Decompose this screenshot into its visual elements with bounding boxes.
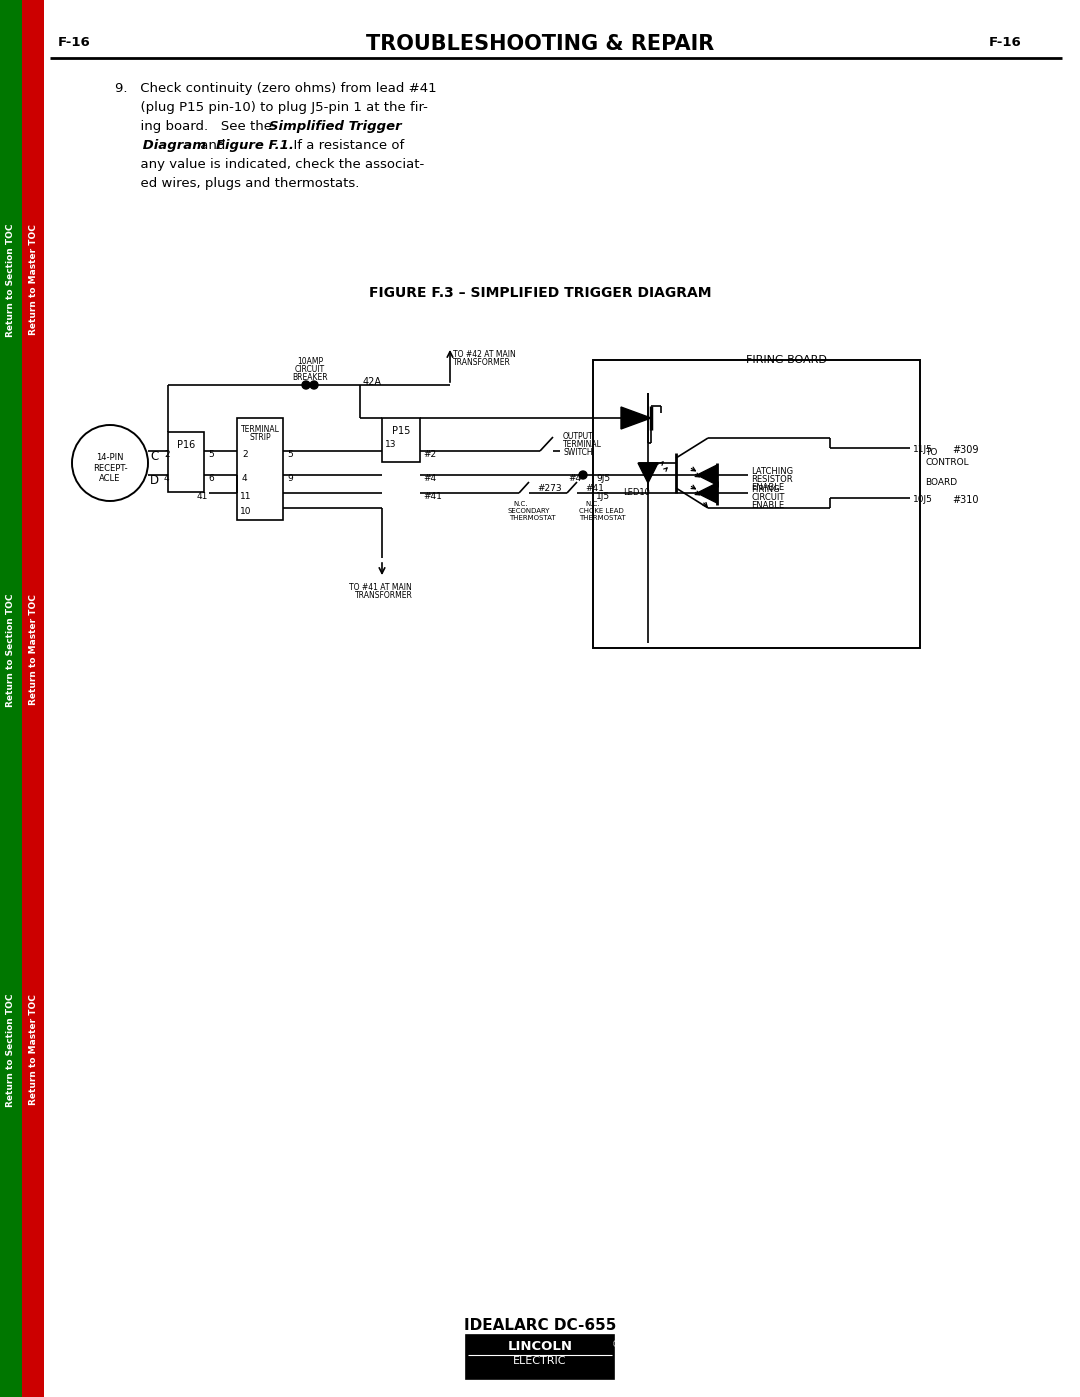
Text: 5: 5 [208,450,214,460]
Text: FIRING: FIRING [751,485,780,495]
Polygon shape [621,407,651,429]
Text: RESISTOR: RESISTOR [751,475,793,483]
Text: 10J5: 10J5 [913,495,933,504]
Text: STRIP: STRIP [249,433,271,441]
Bar [465,1336,615,1379]
Text: LATCHING: LATCHING [751,467,793,476]
Text: #4: #4 [423,474,436,483]
Text: LINCOLN: LINCOLN [508,1340,572,1354]
Text: 13: 13 [384,440,396,448]
Text: 4: 4 [242,474,247,483]
Bar [593,360,920,648]
Text: #41: #41 [423,492,442,502]
Text: IDEALARC DC-655: IDEALARC DC-655 [463,1317,617,1333]
Bar [237,418,283,520]
Text: ENABLE: ENABLE [751,502,784,510]
Bar [382,418,420,462]
Text: ENABLE: ENABLE [751,483,784,492]
Text: TROUBLESHOOTING & REPAIR: TROUBLESHOOTING & REPAIR [366,34,714,54]
Text: 9.   Check continuity (zero ohms) from lead #41: 9. Check continuity (zero ohms) from lea… [114,82,436,95]
Text: Return to Master TOC: Return to Master TOC [28,225,38,335]
Polygon shape [697,483,717,503]
Text: TERMINAL: TERMINAL [241,425,280,434]
Text: F-16: F-16 [989,36,1022,49]
Text: Return to Master TOC: Return to Master TOC [28,995,38,1105]
Text: and: and [195,138,230,152]
Text: BOARD: BOARD [924,478,957,488]
Text: #310: #310 [951,495,978,504]
Text: any value is indicated, check the associat-: any value is indicated, check the associ… [114,158,424,170]
Text: 14-PIN: 14-PIN [96,453,124,462]
Text: 5: 5 [287,450,293,460]
Circle shape [579,471,588,479]
Text: BREAKER: BREAKER [293,373,328,381]
Bar [168,432,204,492]
Text: #4: #4 [568,474,581,483]
Text: THERMOSTAT: THERMOSTAT [579,515,625,521]
Text: 9J5: 9J5 [596,474,610,483]
Text: N.C.: N.C. [585,502,599,507]
Text: Return to Section TOC: Return to Section TOC [6,594,15,707]
Polygon shape [638,462,658,483]
Text: RECEPT-: RECEPT- [93,464,127,474]
Text: Simplified Trigger: Simplified Trigger [269,120,402,133]
Text: SWITCH: SWITCH [563,448,593,457]
Text: 2: 2 [242,450,247,460]
Text: FIGURE F.3 – SIMPLIFIED TRIGGER DIAGRAM: FIGURE F.3 – SIMPLIFIED TRIGGER DIAGRAM [368,286,712,300]
Text: ed wires, plugs and thermostats.: ed wires, plugs and thermostats. [114,177,360,190]
Text: FIRING BOARD: FIRING BOARD [745,355,826,365]
Text: F-16: F-16 [58,36,91,49]
Text: TRANSFORMER: TRANSFORMER [453,358,511,367]
Text: ELECTRIC: ELECTRIC [513,1356,567,1366]
Text: 41: 41 [197,492,208,502]
Text: CHOKE LEAD: CHOKE LEAD [579,509,624,514]
Text: CIRCUIT: CIRCUIT [295,365,325,374]
Text: THERMOSTAT: THERMOSTAT [509,515,555,521]
Text: 9: 9 [287,474,293,483]
Text: ing board.   See the: ing board. See the [114,120,276,133]
Text: P16: P16 [177,440,195,450]
Text: Return to Section TOC: Return to Section TOC [6,224,15,337]
Text: 1J5: 1J5 [596,492,610,502]
Text: TO: TO [924,448,937,457]
Circle shape [310,381,318,388]
Text: D: D [150,474,159,488]
Text: CIRCUIT: CIRCUIT [751,493,784,502]
Text: C: C [150,450,159,462]
Text: (plug P15 pin-10) to plug J5-pin 1 at the fir-: (plug P15 pin-10) to plug J5-pin 1 at th… [114,101,428,115]
Text: 10AMP: 10AMP [297,358,323,366]
Text: #273: #273 [537,483,562,493]
Bar [22,0,44,1397]
Text: P15: P15 [392,426,410,436]
Text: SECONDARY: SECONDARY [507,509,550,514]
Text: OUTPUT: OUTPUT [563,432,594,441]
Text: ACLE: ACLE [99,474,121,483]
Text: 4: 4 [164,474,170,483]
Text: #41: #41 [585,483,604,493]
Text: Return to Section TOC: Return to Section TOC [6,993,15,1106]
Text: ®: ® [612,1340,620,1350]
Text: #2: #2 [423,450,436,460]
Text: TO #42 AT MAIN: TO #42 AT MAIN [453,351,516,359]
Text: Diagram: Diagram [114,138,206,152]
Text: 10: 10 [240,507,252,515]
Polygon shape [697,465,717,485]
Circle shape [302,381,310,388]
Bar [0,0,22,1397]
Text: N.C.: N.C. [513,502,527,507]
Text: LED10: LED10 [623,488,650,497]
Text: Figure F.1.: Figure F.1. [216,138,294,152]
Text: 11J5: 11J5 [913,446,933,454]
Text: TRANSFORMER: TRANSFORMER [355,591,413,599]
Text: Return to Master TOC: Return to Master TOC [28,595,38,705]
Text: 6: 6 [208,474,214,483]
Text: #309: #309 [951,446,978,455]
Text: If a resistance of: If a resistance of [285,138,404,152]
Text: CONTROL: CONTROL [924,458,969,467]
Text: TO #41 AT MAIN: TO #41 AT MAIN [349,583,411,592]
Text: 11: 11 [240,492,252,502]
Text: TERMINAL: TERMINAL [563,440,602,448]
Text: 42A: 42A [363,377,382,387]
Text: 2: 2 [164,450,170,460]
